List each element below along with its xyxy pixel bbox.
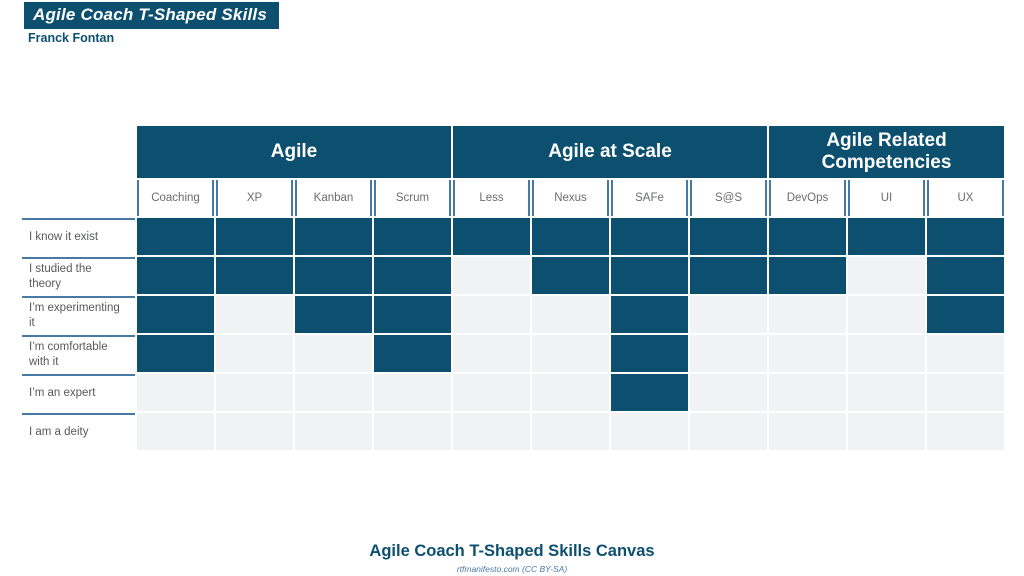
- matrix-cell: [769, 413, 846, 450]
- matrix-cell: [374, 296, 451, 333]
- matrix-cell: [769, 218, 846, 255]
- row-label: I am a deity: [22, 413, 135, 450]
- matrix-cell: [216, 413, 293, 450]
- matrix-cell: [848, 413, 925, 450]
- matrix-cell: [927, 413, 1004, 450]
- matrix-cell: [295, 374, 372, 411]
- column-group-header: Agile: [137, 126, 451, 178]
- matrix-cell: [532, 257, 609, 294]
- column-header: SAFe: [611, 180, 688, 216]
- footer: Agile Coach T-Shaped Skills Canvas rtfma…: [0, 542, 1024, 574]
- matrix-cell: [690, 413, 767, 450]
- matrix-cell: [690, 374, 767, 411]
- matrix-cell: [848, 218, 925, 255]
- matrix-cell: [690, 296, 767, 333]
- matrix-cell: [927, 257, 1004, 294]
- matrix-cell: [216, 374, 293, 411]
- matrix-cell: [137, 335, 214, 372]
- matrix-cell: [927, 374, 1004, 411]
- matrix-cell: [927, 335, 1004, 372]
- matrix-cell: [611, 257, 688, 294]
- matrix-cell: [295, 413, 372, 450]
- matrix-cell: [611, 413, 688, 450]
- row-label: I studied the theory: [22, 257, 135, 294]
- row-label: I’m comfortable with it: [22, 335, 135, 372]
- column-header: UX: [927, 180, 1004, 216]
- row-label: I know it exist: [22, 218, 135, 255]
- matrix-cell: [137, 257, 214, 294]
- matrix-cell: [295, 296, 372, 333]
- matrix-cell: [216, 257, 293, 294]
- row-label: I’m an expert: [22, 374, 135, 411]
- column-group-header: Agile Related Competencies: [769, 126, 1004, 178]
- column-group-header: Agile at Scale: [453, 126, 767, 178]
- column-header: XP: [216, 180, 293, 216]
- matrix-cell: [690, 335, 767, 372]
- matrix-cell: [848, 296, 925, 333]
- matrix-cell: [137, 413, 214, 450]
- matrix-cell: [137, 218, 214, 255]
- row-label: I’m experimenting it: [22, 296, 135, 333]
- footer-title: Agile Coach T-Shaped Skills Canvas: [369, 542, 655, 560]
- matrix-cell: [769, 374, 846, 411]
- matrix-cell: [137, 374, 214, 411]
- skills-matrix: Agile Agile at Scale Agile Related Compete…: [22, 126, 1004, 450]
- matrix-cell: [216, 335, 293, 372]
- matrix-cell: [532, 296, 609, 333]
- author-name: Franck Fontan: [28, 31, 115, 45]
- corner-spacer: [22, 180, 135, 216]
- column-header: Kanban: [295, 180, 372, 216]
- column-header: Coaching: [137, 180, 214, 216]
- matrix-cell: [769, 335, 846, 372]
- matrix-cell: [532, 335, 609, 372]
- matrix-cell: [453, 413, 530, 450]
- matrix-cell: [374, 335, 451, 372]
- matrix-cell: [374, 413, 451, 450]
- column-header: Nexus: [532, 180, 609, 216]
- matrix-cell: [374, 257, 451, 294]
- matrix-cell: [611, 296, 688, 333]
- matrix-cell: [611, 218, 688, 255]
- matrix-cell: [848, 335, 925, 372]
- matrix-cell: [848, 257, 925, 294]
- matrix-cell: [690, 218, 767, 255]
- matrix-cell: [611, 374, 688, 411]
- matrix-cell: [848, 374, 925, 411]
- matrix-cell: [690, 257, 767, 294]
- matrix-cell: [453, 296, 530, 333]
- matrix-cell: [137, 296, 214, 333]
- matrix-cell: [453, 335, 530, 372]
- matrix-cell: [453, 374, 530, 411]
- corner-spacer: [22, 126, 135, 178]
- matrix-cell: [611, 335, 688, 372]
- matrix-cell: [927, 296, 1004, 333]
- matrix-cell: [295, 218, 372, 255]
- matrix-cell: [927, 218, 1004, 255]
- matrix-cell: [769, 257, 846, 294]
- page-title: Agile Coach T-Shaped Skills: [24, 2, 280, 29]
- column-header: UI: [848, 180, 925, 216]
- matrix-cell: [532, 218, 609, 255]
- matrix-cell: [295, 257, 372, 294]
- matrix-cell: [216, 296, 293, 333]
- matrix-cell: [453, 218, 530, 255]
- matrix-cell: [374, 218, 451, 255]
- column-header: S@S: [690, 180, 767, 216]
- column-header: Scrum: [374, 180, 451, 216]
- matrix-cell: [769, 296, 846, 333]
- matrix-cell: [532, 374, 609, 411]
- matrix-cell: [216, 218, 293, 255]
- footer-credit: rtfmanifesto.com (CC BY-SA): [456, 564, 568, 574]
- matrix-cell: [453, 257, 530, 294]
- matrix-cell: [295, 335, 372, 372]
- column-header: DevOps: [769, 180, 846, 216]
- matrix-cell: [532, 413, 609, 450]
- matrix-cell: [374, 374, 451, 411]
- column-header: Less: [453, 180, 530, 216]
